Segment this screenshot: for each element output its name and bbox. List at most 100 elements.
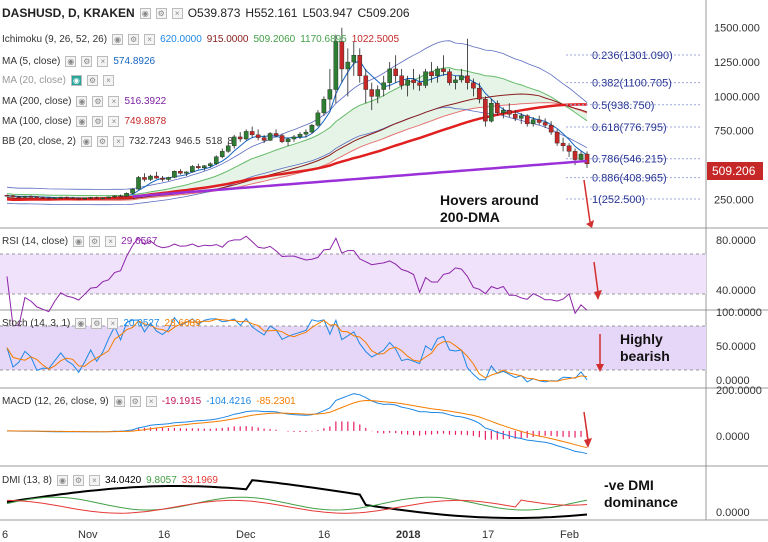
close-icon[interactable]: × [97, 56, 109, 67]
stoch-k-line [6, 316, 588, 383]
close-icon[interactable]: × [145, 396, 157, 407]
dmi-label: DMI (13, 8) [2, 475, 53, 486]
fib-label: 0.5(938.750) [592, 100, 654, 112]
rsi-legend[interactable]: RSI (14, close) ◉ ⚙ × 29.6567 [2, 236, 157, 247]
price-tick: 750.000 [714, 126, 754, 138]
candle-body [70, 197, 76, 199]
candle-body [405, 79, 410, 86]
time-tick: Feb [560, 529, 579, 541]
candle-body [219, 151, 225, 158]
settings-icon[interactable]: ⚙ [81, 56, 93, 67]
pane-tick: 80.0000 [716, 235, 756, 247]
settings-icon[interactable]: ⚙ [155, 7, 167, 19]
candle-body [166, 177, 171, 180]
symbol-header: DASHUSD, D, KRAKEN ◉ ⚙ × O539.873 H552.1… [2, 6, 410, 20]
eye-icon[interactable]: ◉ [76, 96, 88, 107]
settings-icon[interactable]: ⚙ [73, 475, 85, 486]
ichimoku-v2: 509.2060 [253, 34, 296, 45]
ma5-legend[interactable]: MA (5, close) ◉ ⚙ × 574.8926 [2, 56, 155, 67]
eye-icon[interactable]: ◉ [113, 396, 125, 407]
candle-body [154, 175, 159, 179]
settings-icon[interactable]: ⚙ [96, 136, 108, 147]
settings-icon[interactable]: ⚙ [89, 236, 101, 247]
close-icon[interactable]: × [108, 116, 120, 127]
candle-body [399, 75, 404, 86]
bb-upper [6, 40, 588, 190]
close-icon[interactable]: × [89, 475, 101, 486]
stoch-d-line [6, 318, 588, 382]
candle-body [566, 145, 572, 152]
macd-legend[interactable]: MACD (12, 26, close, 9) ◉ ⚙ × -19.1915 -… [2, 396, 296, 407]
candle-body [572, 151, 578, 160]
candle-body [124, 193, 129, 197]
eye-icon[interactable]: ◉ [80, 136, 92, 147]
close-icon[interactable]: × [105, 236, 117, 247]
price-pane: 0.236(1301.090) 0.382(1100.705) 0.5(938.75… [0, 0, 706, 228]
candle-body [291, 136, 297, 140]
annotation-price-1: Hovers around [440, 192, 539, 208]
ma100-label: MA (100, close) [2, 116, 72, 127]
eye-icon[interactable]: ◉ [76, 116, 88, 127]
bb-legend[interactable]: BB (20, close, 2) ◉ ⚙ × 732.7243 946.5 5… [2, 136, 233, 147]
close-icon[interactable]: × [102, 75, 114, 86]
eye-icon[interactable]: ◉ [70, 75, 82, 86]
candle-body [285, 138, 291, 142]
settings-icon[interactable]: ⚙ [128, 34, 140, 45]
eye-icon[interactable]: ◉ [73, 236, 85, 247]
fib-levels: 0.236(1301.090) 0.382(1100.705) 0.5(938.75… [566, 50, 700, 206]
eye-icon[interactable]: ◉ [57, 475, 69, 486]
ma100-legend[interactable]: MA (100, close) ◉ ⚙ × 749.8878 [2, 116, 166, 127]
ma5-value: 574.8926 [113, 56, 156, 67]
ohlc-high: H552.161 [245, 6, 298, 20]
dmi-pane [6, 479, 588, 519]
close-icon[interactable]: × [108, 96, 120, 107]
candle-body [506, 109, 512, 115]
candle-body [417, 82, 422, 86]
settings-icon[interactable]: ⚙ [86, 75, 98, 86]
ma200-legend[interactable]: MA (200, close) ◉ ⚙ × 516.3922 [2, 96, 166, 107]
dmi-adx-line [6, 479, 588, 519]
time-tick: Dec [236, 529, 256, 541]
ichimoku-legend[interactable]: Ichimoku (9, 26, 52, 26) ◉ ⚙ × 620.0000 … [2, 34, 399, 45]
candle-body [560, 142, 566, 147]
close-icon[interactable]: × [171, 7, 183, 19]
eye-icon[interactable]: ◉ [75, 318, 87, 329]
price-axis: 1500.000 1250.000 1000.000 750.000 250.000 80… [714, 23, 762, 519]
candle-body [112, 195, 117, 198]
cloud-area [6, 67, 588, 201]
dmi-legend[interactable]: DMI (13, 8) ◉ ⚙ × 34.0420 9.8057 33.1969 [2, 475, 218, 486]
settings-icon[interactable]: ⚙ [92, 96, 104, 107]
candle-body [512, 114, 518, 119]
candle-body [231, 136, 237, 147]
price-tick: 1250.000 [714, 57, 760, 69]
ma20-legend[interactable]: MA (20, close) ◉ ⚙ × [2, 75, 114, 86]
ma5-label: MA (5, close) [2, 56, 61, 67]
candle-body [52, 197, 58, 199]
candle-body [202, 165, 207, 169]
last-price-badge: 509.206 [707, 162, 763, 180]
bb-v2: 518 [205, 136, 223, 147]
eye-icon[interactable]: ◉ [112, 34, 124, 45]
settings-icon[interactable]: ⚙ [91, 318, 103, 329]
close-icon[interactable]: × [107, 318, 119, 329]
candle-body [495, 103, 500, 114]
eye-icon[interactable]: ◉ [139, 7, 151, 19]
ohlc-open: O539.873 [187, 6, 241, 20]
stoch-legend[interactable]: Stoch (14, 3, 1) ◉ ⚙ × 20.0527 28.6089 [2, 318, 201, 329]
candle-body [100, 197, 105, 199]
candle-body [411, 79, 416, 83]
pane-tick: 200.0000 [716, 385, 762, 397]
candle-body [196, 166, 201, 169]
candle-body [315, 112, 321, 126]
close-icon[interactable]: × [144, 34, 156, 45]
fib-label: 0.786(546.215) [592, 154, 667, 166]
settings-icon[interactable]: ⚙ [129, 396, 141, 407]
bb-v3: 8 [227, 136, 233, 147]
settings-icon[interactable]: ⚙ [92, 116, 104, 127]
eye-icon[interactable]: ◉ [65, 56, 77, 67]
close-icon[interactable]: × [112, 136, 124, 147]
candle-body [477, 87, 482, 100]
time-tick: 6 [2, 529, 8, 541]
candle-body [542, 122, 548, 126]
